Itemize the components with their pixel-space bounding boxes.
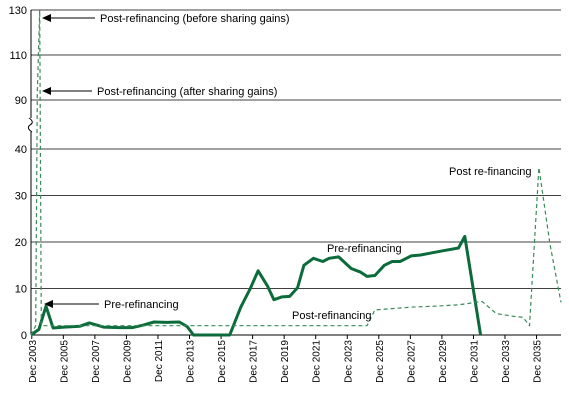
x-tick-label: Dec 2009 [122, 340, 133, 383]
x-tick-label: Dec 2007 [91, 340, 102, 383]
x-tick-labels: Dec 2003 Dec 2005 Dec 2007 Dec 2009 Dec 2011… [28, 340, 544, 383]
annotation-post-right: Post re-financing [449, 166, 532, 178]
x-tick-label: Dec 2027 [406, 340, 417, 383]
annotation-post-before-sharing: Post-refinancing (before sharing gains) [100, 13, 290, 25]
arrow-post-after-sharing [42, 87, 92, 95]
annotation-pre-mid: Pre-refinancing [327, 243, 402, 255]
y-tick-label: 110 [9, 50, 27, 62]
x-tick-label: Dec 2025 [375, 340, 386, 383]
x-tick-label: Dec 2011 [154, 340, 165, 383]
annotation-post-mid: Post-refinancing [292, 310, 372, 322]
x-tick-label: Dec 2015 [217, 340, 228, 383]
series-lines [30, 9, 562, 337]
annotation-arrows [42, 14, 99, 308]
x-tick-label: Dec 2013 [186, 340, 197, 383]
y-axis-break-mark [27, 117, 33, 133]
y-tick-label: 130 [9, 5, 27, 17]
y-tick-labels: 0 10 20 30 40 90 110 130 [9, 5, 27, 342]
annotation-pre-left: Pre-refinancing [104, 299, 179, 311]
x-tick-label: Dec 2021 [312, 340, 323, 383]
arrow-post-before-sharing [42, 14, 95, 22]
x-tick-label: Dec 2031 [469, 340, 480, 383]
x-tick-label: Dec 2003 [28, 340, 39, 383]
annotations: Post-refinancing (before sharing gains) … [97, 13, 532, 322]
x-tick-label: Dec 2035 [533, 340, 544, 383]
y-tick-label: 90 [15, 95, 27, 107]
y-tick-label: 10 [15, 284, 27, 296]
y-tick-label: 30 [15, 191, 27, 203]
x-tick-label: Dec 2033 [501, 340, 512, 383]
grid-lines [31, 9, 561, 289]
y-tick-label: 40 [15, 144, 27, 156]
y-tick-label: 20 [15, 237, 27, 249]
x-tick-label: Dec 2023 [343, 340, 354, 383]
arrow-pre-left [44, 300, 99, 308]
x-tick-label: Dec 2029 [438, 340, 449, 383]
series-pre-refinancing-line [30, 234, 483, 337]
annotation-post-after-sharing: Post-refinancing (after sharing gains) [97, 86, 277, 98]
x-tick-label: Dec 2019 [280, 340, 291, 383]
x-tick-label: Dec 2017 [249, 340, 260, 383]
y-tick-label: 0 [21, 330, 27, 342]
x-tick-label: Dec 2005 [59, 340, 70, 383]
series-post-refinancing-line [30, 9, 562, 336]
